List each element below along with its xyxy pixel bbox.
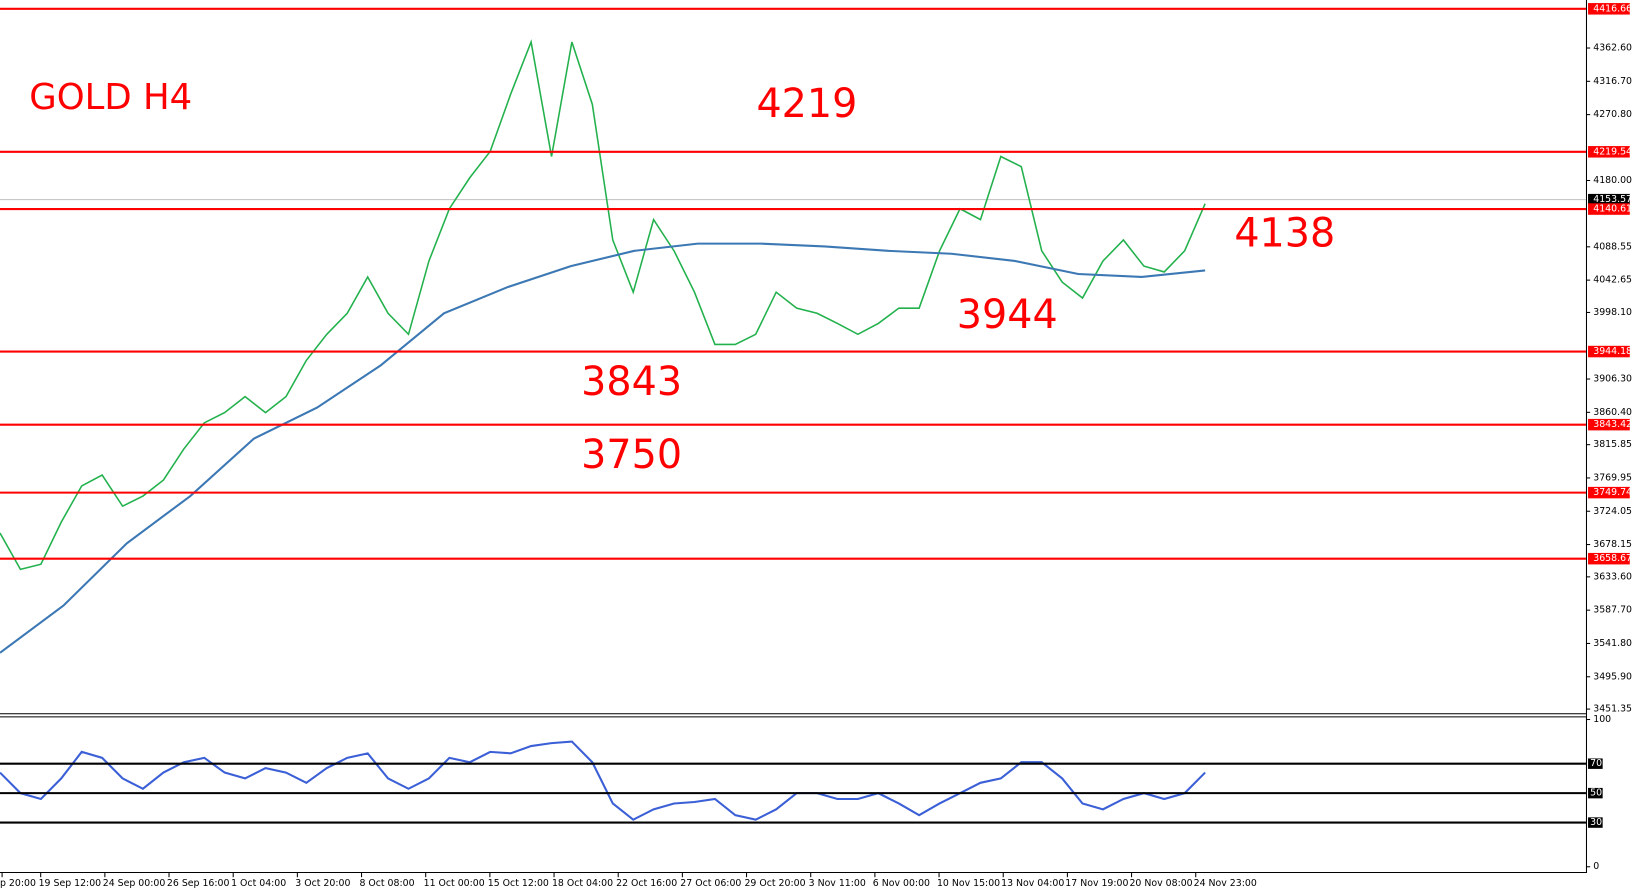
series-line: [0, 242, 1206, 654]
chart-title: GOLD H4: [29, 77, 192, 118]
level-box: [1588, 345, 1630, 358]
y-tick-label: 4362.60: [1593, 43, 1632, 54]
x-tick-label: 13 Nov 04:00: [1001, 878, 1064, 889]
rsi-level-label: 50: [1590, 788, 1602, 799]
x-tick-label: 24 Sep 00:00: [103, 878, 166, 889]
x-tick-label: 26 Sep 16:00: [167, 878, 230, 889]
x-tick-label: 24 Nov 23:00: [1194, 878, 1257, 889]
rsi-level-box: [1588, 758, 1603, 769]
x-tick-label: 19 Sep 12:00: [39, 878, 102, 889]
y-tick-label: 3906.30: [1593, 374, 1632, 385]
x-tick-label: 17 Nov 19:00: [1065, 878, 1128, 889]
annotation: 4219: [756, 81, 857, 127]
level-label: 4140.61: [1593, 204, 1632, 215]
level-label: 3749.74: [1593, 487, 1632, 498]
annotation: 3750: [581, 432, 682, 478]
level-label: 3944.18: [1593, 346, 1632, 357]
y-tick-label: 3451.35: [1593, 704, 1632, 715]
y-tick-label: 4042.65: [1593, 275, 1632, 286]
x-tick-label: 27 Oct 06:00: [680, 878, 741, 889]
level-label: 3658.67: [1593, 553, 1632, 564]
y-tick-label: 4088.55: [1593, 241, 1632, 252]
y-tick-label: 3860.40: [1593, 407, 1632, 418]
y-tick-label: 4316.70: [1593, 76, 1632, 87]
level-box: [1588, 486, 1630, 499]
x-tick-label: 1 Oct 04:00: [231, 878, 286, 889]
annotation: 4138: [1234, 210, 1335, 256]
y-tick-label: 4270.80: [1593, 109, 1632, 120]
x-tick-label: 18 Oct 04:00: [552, 878, 613, 889]
x-tick-label: 20 Nov 08:00: [1129, 878, 1192, 889]
series-line: [0, 39, 1206, 571]
y-tick-label: 3495.90: [1593, 671, 1632, 682]
level-box: [1588, 552, 1630, 565]
rsi-level-label: 70: [1590, 758, 1602, 769]
x-tick-label: 11 Oct 00:00: [424, 878, 485, 889]
y-tick-label: 3678.15: [1593, 539, 1632, 550]
y-tick-label: 3998.10: [1593, 307, 1632, 318]
x-tick-label: 10 Nov 15:00: [937, 878, 1000, 889]
y-tick-label: 100: [1593, 714, 1611, 725]
level-label: 4219.54: [1593, 146, 1632, 157]
y-tick-label: 3769.95: [1593, 472, 1632, 483]
level-box: [1588, 3, 1630, 15]
x-tick-label: 22 Oct 16:00: [616, 878, 677, 889]
y-tick-label: 3541.80: [1593, 638, 1632, 649]
x-tick-label: 3 Oct 20:00: [295, 878, 350, 889]
y-tick-label: 3633.60: [1593, 571, 1632, 582]
rsi-level-box: [1588, 817, 1603, 828]
level-box: [1588, 418, 1630, 431]
y-tick-label: 0: [1593, 861, 1599, 872]
x-tick-label: p 20:00: [0, 878, 36, 889]
x-tick-label: 3 Nov 11:00: [809, 878, 866, 889]
rsi-level-label: 30: [1590, 817, 1602, 828]
x-tick-label: 6 Nov 00:00: [873, 878, 930, 889]
level-label: 4416.66: [1593, 3, 1632, 14]
x-tick-label: 8 Oct 08:00: [359, 878, 414, 889]
current-price-box: [1588, 193, 1630, 206]
annotation: 3843: [581, 359, 682, 405]
level-label: 3843.42: [1593, 419, 1632, 430]
y-tick-label: 3587.70: [1593, 605, 1632, 616]
series-line: [0, 740, 1206, 821]
x-tick-label: 15 Oct 12:00: [488, 878, 549, 889]
x-tick-label: 29 Oct 20:00: [744, 878, 805, 889]
y-tick-label: 4180.00: [1593, 175, 1632, 186]
current-price-label: 4153.57: [1593, 194, 1632, 205]
level-box: [1588, 203, 1630, 215]
annotation: 3944: [957, 292, 1058, 338]
y-tick-label: 3724.05: [1593, 506, 1632, 517]
y-tick-label: 3815.85: [1593, 439, 1632, 450]
rsi-level-box: [1588, 787, 1603, 799]
level-box: [1588, 146, 1630, 158]
